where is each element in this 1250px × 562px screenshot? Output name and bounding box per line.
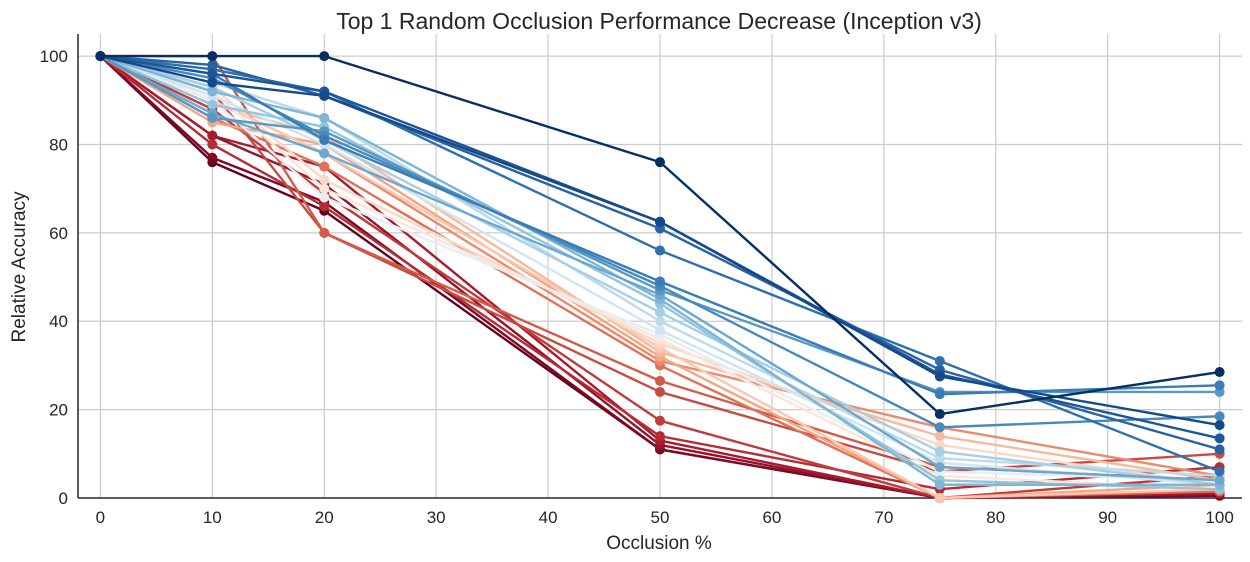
series-group (95, 51, 1225, 503)
y-tick-label: 0 (59, 489, 68, 508)
data-point (655, 307, 665, 318)
data-point (655, 415, 665, 426)
data-point (1214, 466, 1225, 477)
data-point (207, 139, 218, 150)
x-tick-label: 100 (1205, 508, 1233, 527)
y-tick-label: 80 (49, 135, 68, 154)
data-point (207, 77, 218, 88)
series-line (100, 54, 1220, 427)
data-point (319, 148, 330, 159)
data-point (207, 99, 218, 110)
series-line (100, 54, 1220, 451)
data-point (934, 371, 945, 382)
x-tick-label: 20 (315, 508, 334, 527)
series-line (100, 54, 1220, 486)
data-point (655, 245, 665, 256)
data-point (319, 90, 330, 101)
data-point (655, 325, 665, 336)
series-line (99, 54, 1220, 482)
x-tick-label: 10 (203, 508, 222, 527)
data-point (934, 422, 945, 433)
data-point (655, 216, 665, 227)
data-point (655, 276, 665, 287)
data-point (319, 51, 330, 62)
series-line (100, 54, 1221, 473)
x-tick-label: 40 (539, 508, 558, 527)
data-point (934, 409, 945, 420)
y-axis-label: Relative Accuracy (9, 191, 30, 343)
data-point (207, 112, 218, 123)
x-tick-label: 80 (986, 508, 1005, 527)
y-tick-label: 20 (49, 401, 68, 420)
data-point (1214, 380, 1225, 391)
data-point (934, 446, 945, 457)
y-tick-label: 40 (49, 312, 68, 331)
data-point (319, 183, 330, 194)
data-point (319, 112, 330, 123)
y-tick-label: 100 (40, 47, 68, 66)
chart-title: Top 1 Random Occlusion Performance Decre… (336, 8, 982, 34)
series-29 (95, 51, 1225, 420)
data-point (934, 462, 945, 473)
data-point (1214, 444, 1225, 455)
data-point (655, 431, 665, 442)
data-point (1214, 475, 1225, 486)
x-tick-label: 30 (427, 508, 446, 527)
x-axis-label: Occlusion % (606, 533, 712, 554)
data-point (319, 192, 330, 203)
x-tick-label: 60 (762, 508, 781, 527)
series-line (99, 55, 1220, 482)
data-point (934, 431, 945, 442)
data-point (934, 389, 945, 400)
data-point (319, 227, 330, 238)
series-line (99, 54, 1220, 486)
data-point (1214, 433, 1225, 444)
data-point (655, 386, 665, 397)
series-line (100, 54, 1220, 486)
data-point (1214, 411, 1225, 422)
data-point (319, 201, 330, 212)
data-point (207, 51, 218, 62)
data-point (207, 86, 218, 97)
data-point (655, 375, 665, 386)
data-point (934, 493, 945, 503)
series-line (99, 54, 1220, 491)
grid-lines (78, 34, 1242, 498)
x-tick-label: 50 (651, 508, 670, 527)
data-point (934, 479, 945, 490)
data-point (655, 157, 665, 168)
data-point (655, 316, 665, 327)
data-point (207, 130, 218, 141)
x-tick-label: 90 (1098, 508, 1117, 527)
data-point (1214, 420, 1225, 431)
data-point (319, 135, 330, 146)
x-tick-label: 0 (96, 508, 105, 527)
x-tick-label: 70 (874, 508, 893, 527)
data-point (319, 174, 330, 185)
series-line (100, 54, 1220, 416)
data-point (934, 356, 945, 367)
data-point (95, 51, 106, 62)
data-point (207, 59, 218, 70)
y-tick-label: 60 (49, 224, 68, 243)
data-point (319, 161, 330, 172)
data-point (207, 68, 218, 79)
data-point (1214, 367, 1225, 378)
data-point (207, 152, 218, 163)
tick-labels: 0 10 20 30 40 50 60 70 80 90 100 0 20 40 60 80 100 (40, 47, 1234, 527)
